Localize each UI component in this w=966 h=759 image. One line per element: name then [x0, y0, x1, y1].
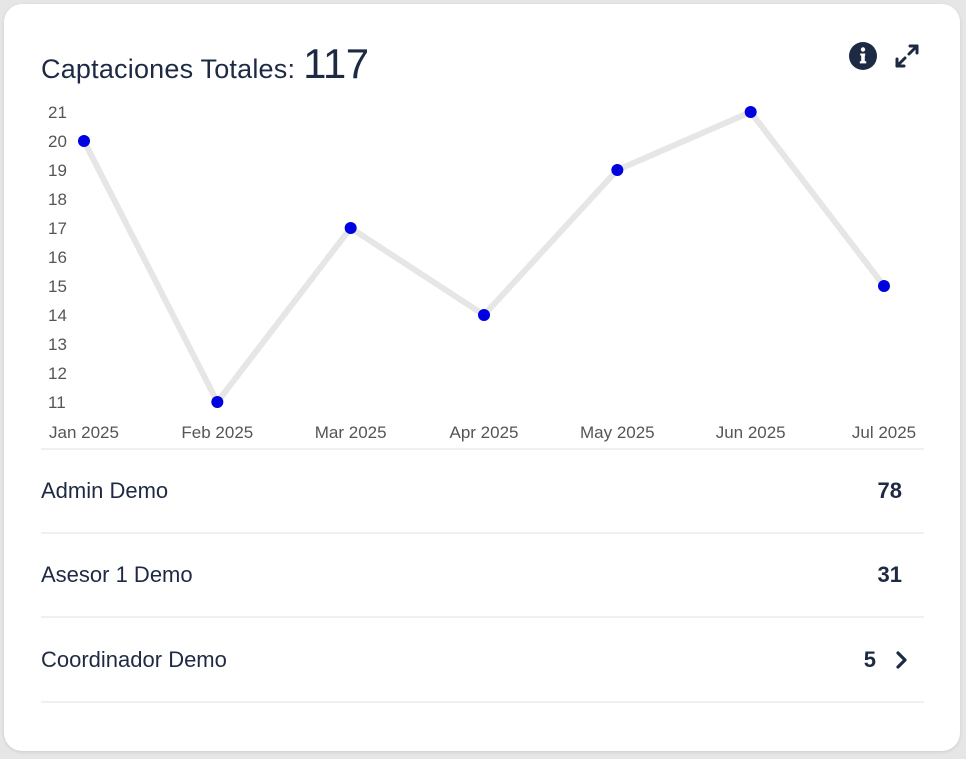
- expand-button[interactable]: [892, 41, 922, 71]
- row-right: 78: [878, 478, 902, 504]
- chevron-right-icon[interactable]: [892, 648, 912, 672]
- card-title: Captaciones Totales:: [41, 54, 296, 84]
- row-right: 5: [863, 646, 907, 673]
- expand-icon: [895, 44, 919, 68]
- data-point[interactable]: [211, 396, 224, 408]
- data-point[interactable]: [78, 135, 90, 147]
- list-row-asesor-1-demo[interactable]: Asesor 1 Demo 31: [41, 532, 924, 616]
- line-chart: 11 12 13 14 15 16 17 18 19 20 21 Jan 2025 Feb 2025 M…: [48, 103, 916, 442]
- row-count: 31: [877, 562, 902, 587]
- series-line: [81, 109, 887, 405]
- x-tick-label: Jun 2025: [716, 423, 786, 442]
- row-name: Asesor 1 Demo: [41, 562, 193, 587]
- x-tick-label: May 2025: [580, 423, 655, 442]
- y-tick-label: 21: [48, 103, 67, 122]
- header-actions: [848, 41, 922, 71]
- data-point[interactable]: [344, 222, 357, 234]
- row-right: 31: [878, 562, 902, 588]
- row-count: 5: [863, 646, 876, 672]
- y-tick-label: 17: [48, 219, 67, 238]
- x-tick-label: Jan 2025: [49, 423, 119, 442]
- total-count: 117: [303, 40, 369, 87]
- y-tick-label: 14: [48, 306, 67, 325]
- data-point[interactable]: [611, 164, 624, 176]
- y-tick-label: 11: [48, 393, 66, 412]
- y-tick-label: 19: [48, 161, 67, 180]
- data-point[interactable]: [878, 280, 890, 292]
- row-count: 78: [877, 478, 902, 503]
- chart-area: 11 12 13 14 15 16 17 18 19 20 21 Jan 2025 Feb 2025 M…: [4, 4, 960, 449]
- data-point[interactable]: [744, 106, 757, 118]
- y-tick-label: 15: [48, 277, 67, 296]
- x-tick-label: Jul 2025: [852, 423, 916, 442]
- y-tick-label: 13: [48, 335, 67, 354]
- row-name: Admin Demo: [41, 478, 169, 503]
- x-tick-label: Feb 2025: [181, 423, 253, 442]
- x-tick-label: Mar 2025: [315, 423, 387, 442]
- y-tick-label: 20: [48, 132, 67, 151]
- info-button[interactable]: [848, 41, 878, 71]
- data-point[interactable]: [478, 309, 490, 321]
- y-tick-label: 16: [48, 248, 67, 267]
- y-tick-label: 12: [48, 364, 67, 383]
- x-tick-label: Apr 2025: [450, 423, 519, 442]
- list-row-admin-demo[interactable]: Admin Demo 78: [41, 448, 924, 532]
- y-tick-label: 18: [48, 190, 67, 209]
- list-row-coordinador-demo[interactable]: Coordinador Demo 5: [41, 616, 924, 703]
- advisor-list: Admin Demo 78 Asesor 1 Demo 31 Coordinad…: [41, 448, 924, 703]
- info-icon: [849, 42, 877, 70]
- row-name: Coordinador Demo: [41, 646, 227, 672]
- card-header: Captaciones Totales: 117: [41, 40, 369, 88]
- captaciones-card: Captaciones Totales: 117: [4, 4, 960, 751]
